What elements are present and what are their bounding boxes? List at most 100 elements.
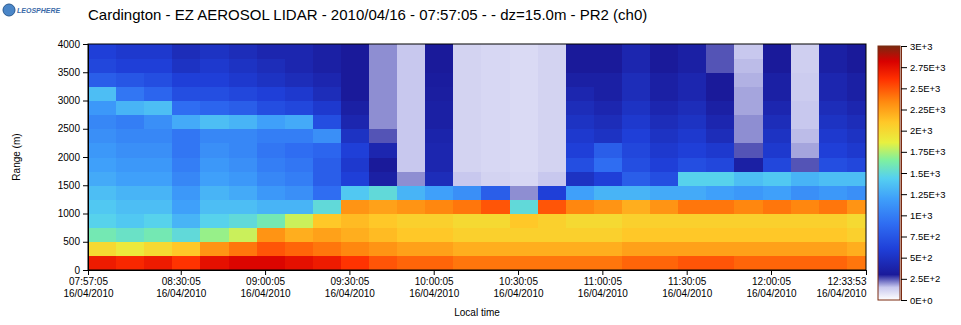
cell bbox=[313, 115, 342, 130]
cell bbox=[313, 157, 342, 172]
x-tick-label-line: 11:30:05 bbox=[668, 276, 707, 287]
cell bbox=[172, 185, 201, 200]
x-tick-label-line: 10:30:05 bbox=[499, 276, 538, 287]
cell bbox=[453, 58, 482, 73]
cell bbox=[144, 72, 173, 87]
cell bbox=[510, 58, 539, 73]
cell bbox=[172, 242, 201, 257]
y-tick-mark bbox=[83, 101, 88, 102]
cell bbox=[369, 86, 398, 101]
cell bbox=[172, 129, 201, 144]
cell bbox=[172, 44, 201, 59]
y-tick: 0 bbox=[74, 265, 88, 276]
cell bbox=[594, 214, 623, 229]
cell bbox=[734, 171, 763, 186]
colorbar-tick-label: 1.75E+3 bbox=[910, 146, 946, 157]
cell bbox=[791, 185, 820, 200]
cell bbox=[622, 242, 651, 257]
cell bbox=[453, 44, 482, 59]
cell bbox=[172, 115, 201, 130]
cell bbox=[341, 256, 370, 270]
plot-frame bbox=[88, 44, 866, 270]
cell bbox=[594, 44, 623, 59]
x-tick-label-line: 16/04/2010 bbox=[746, 288, 796, 299]
cell bbox=[791, 171, 820, 186]
cell bbox=[510, 129, 539, 144]
cell bbox=[706, 143, 735, 158]
cell bbox=[594, 58, 623, 73]
cell bbox=[257, 256, 286, 270]
cell bbox=[172, 101, 201, 116]
cell bbox=[341, 143, 370, 158]
cell bbox=[594, 185, 623, 200]
y-tick: 1000 bbox=[58, 208, 88, 219]
colorbar-tick: 1.25E+3 bbox=[901, 189, 946, 200]
cell bbox=[116, 129, 145, 144]
cell bbox=[172, 256, 201, 270]
cell bbox=[650, 101, 679, 116]
cell bbox=[481, 242, 510, 257]
cell bbox=[397, 129, 426, 144]
cell bbox=[341, 242, 370, 257]
cell bbox=[229, 115, 258, 130]
colorbar-tick: 7.5E+2 bbox=[901, 231, 940, 242]
cell bbox=[791, 72, 820, 87]
cell bbox=[257, 115, 286, 130]
cell bbox=[88, 115, 117, 130]
logo-icon bbox=[3, 4, 15, 16]
cell bbox=[369, 157, 398, 172]
cell bbox=[847, 115, 866, 130]
cell bbox=[510, 157, 539, 172]
cell bbox=[819, 72, 848, 87]
cell bbox=[397, 214, 426, 229]
cell bbox=[481, 171, 510, 186]
y-tick-mark bbox=[83, 44, 88, 45]
y-tick: 2000 bbox=[58, 152, 88, 163]
cell bbox=[172, 171, 201, 186]
cell bbox=[116, 58, 145, 73]
cell bbox=[791, 242, 820, 257]
cell bbox=[734, 58, 763, 73]
x-tick-label: 11:30:0516/04/2010 bbox=[662, 276, 712, 299]
cell bbox=[847, 129, 866, 144]
cell bbox=[397, 72, 426, 87]
x-tick-label-line: 11:00:05 bbox=[584, 276, 623, 287]
x-tick: 11:00:0516/04/2010 bbox=[578, 270, 628, 299]
colorbar-tick: 0E+0 bbox=[901, 295, 932, 306]
cell bbox=[200, 256, 229, 270]
cell bbox=[453, 185, 482, 200]
x-axis-title: Local time bbox=[454, 307, 500, 318]
cell bbox=[200, 185, 229, 200]
cell bbox=[285, 171, 314, 186]
cell bbox=[763, 101, 792, 116]
y-tick: 4000 bbox=[58, 39, 88, 50]
cell bbox=[116, 214, 145, 229]
cell bbox=[341, 199, 370, 214]
cell bbox=[510, 185, 539, 200]
cell bbox=[706, 157, 735, 172]
cell bbox=[594, 72, 623, 87]
cell bbox=[313, 256, 342, 270]
cell bbox=[116, 101, 145, 116]
colorbar-tick: 1E+3 bbox=[901, 210, 932, 221]
cell bbox=[650, 58, 679, 73]
cell bbox=[650, 129, 679, 144]
cell bbox=[622, 214, 651, 229]
cell bbox=[481, 214, 510, 229]
cell bbox=[285, 58, 314, 73]
cell bbox=[481, 115, 510, 130]
colorbar-tick-label: 2.5E+3 bbox=[910, 83, 940, 94]
cell bbox=[734, 157, 763, 172]
colorbar-tick-mark bbox=[901, 110, 907, 111]
colorbar-tick-label: 2.25E+3 bbox=[910, 104, 946, 115]
cell bbox=[594, 199, 623, 214]
cell bbox=[200, 86, 229, 101]
cell bbox=[510, 86, 539, 101]
cell bbox=[172, 228, 201, 243]
cell bbox=[229, 86, 258, 101]
cell bbox=[650, 44, 679, 59]
cell bbox=[650, 72, 679, 87]
cell bbox=[791, 157, 820, 172]
cell bbox=[763, 115, 792, 130]
x-tick-mark bbox=[687, 270, 688, 275]
